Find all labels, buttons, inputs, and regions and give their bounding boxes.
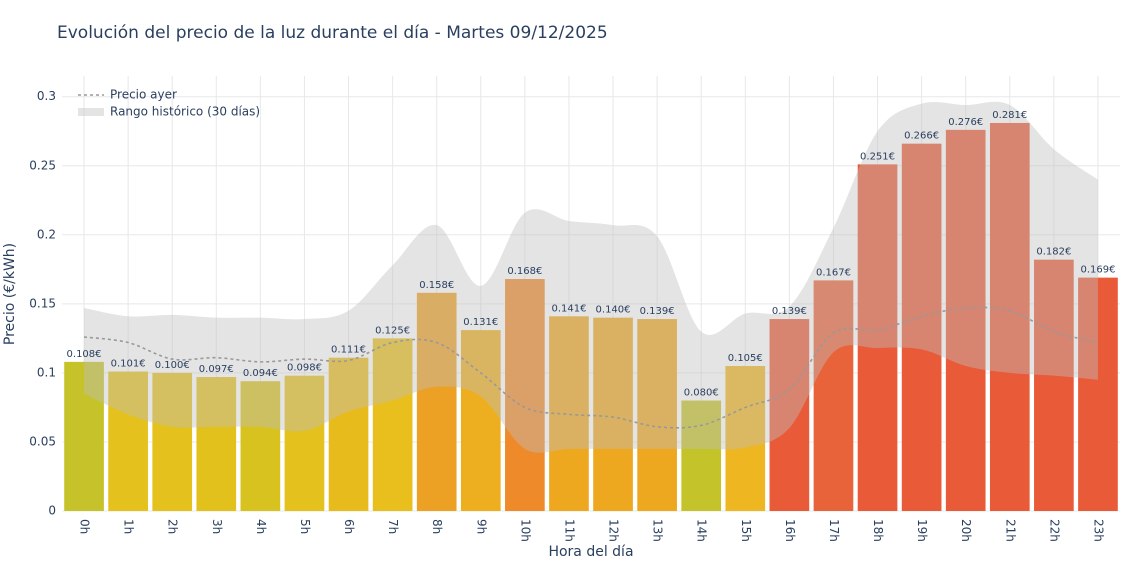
value-label: 0.131€: [463, 317, 498, 328]
bar: [108, 371, 148, 511]
x-tick-label: 9h: [474, 519, 488, 534]
x-tick-label: 3h: [210, 519, 224, 534]
value-label: 0.182€: [1036, 247, 1071, 258]
bar: [1034, 259, 1074, 511]
x-tick-label: 19h: [915, 519, 929, 542]
bar: [196, 377, 237, 511]
bar: [725, 366, 766, 511]
value-label: 0.101€: [111, 359, 146, 370]
value-label: 0.105€: [728, 353, 763, 364]
x-tick-label: 22h: [1047, 519, 1061, 542]
value-label: 0.140€: [596, 305, 631, 316]
legend-label: Precio ayer: [110, 88, 177, 102]
overlays: [83, 101, 1099, 453]
bar: [328, 357, 369, 511]
bar: [945, 129, 986, 511]
range-band: [84, 101, 1098, 453]
bar: [416, 292, 457, 511]
value-label: 0.169€: [1080, 265, 1115, 276]
x-tick-label: 6h: [342, 519, 356, 534]
bar: [593, 317, 633, 511]
value-label: 0.266€: [904, 131, 939, 142]
legend-swatch: [78, 108, 104, 116]
y-axis-title: Precio (€/kWh): [2, 243, 18, 345]
x-tick-label: 15h: [739, 519, 753, 542]
value-label: 0.080€: [684, 388, 719, 399]
x-tick-label: 1h: [122, 519, 136, 534]
x-tick-label: 5h: [298, 519, 312, 534]
x-tick-label: 20h: [959, 519, 973, 542]
y-tick-label: 0.2: [37, 227, 56, 241]
value-label: 0.168€: [507, 266, 542, 277]
value-label: 0.100€: [155, 360, 190, 371]
value-label: 0.094€: [243, 368, 278, 379]
y-tick-label: 0.3: [37, 89, 56, 103]
value-label: 0.281€: [992, 110, 1027, 121]
bar: [769, 319, 810, 511]
value-label: 0.158€: [419, 280, 454, 291]
x-tick-label: 4h: [254, 519, 268, 534]
bars: [64, 122, 1118, 511]
value-label: 0.251€: [860, 151, 895, 162]
bar: [813, 280, 854, 511]
bar: [857, 164, 898, 511]
value-label: 0.108€: [67, 349, 102, 360]
x-axis-title: Hora del día: [548, 544, 633, 560]
y-tick-label: 0.1: [37, 365, 56, 379]
bar: [637, 319, 677, 511]
x-tick-label: 12h: [607, 519, 621, 542]
bar: [460, 330, 501, 511]
value-label: 0.139€: [640, 306, 675, 317]
bar: [901, 143, 942, 511]
legend-label: Rango histórico (30 días): [110, 105, 260, 119]
x-tick-label: 0h: [78, 519, 92, 534]
y-tick-label: 0.15: [29, 296, 56, 310]
bar: [152, 372, 193, 511]
bar: [372, 338, 413, 511]
y-tick-label: 0.25: [29, 158, 56, 172]
y-tick-label: 0.05: [29, 434, 56, 448]
x-tick-label: 2h: [166, 519, 180, 534]
x-tick-label: 16h: [783, 519, 797, 542]
value-label: 0.125€: [375, 325, 410, 336]
bar: [64, 361, 104, 511]
x-tick-label: 11h: [562, 519, 576, 542]
yesterday-line: [83, 306, 1099, 429]
chart-title: Evolución del precio de la luz durante e…: [57, 23, 608, 43]
bar: [284, 375, 325, 511]
value-label: 0.098€: [287, 363, 322, 374]
bar: [549, 316, 589, 511]
x-tick-label: 21h: [1003, 519, 1017, 542]
y-tick-label: 0: [48, 504, 56, 518]
labels: 0 0.05 0.1 0.15 0.2 0.25 0.3 0h 0.108€ 1h 0.101€ 2h…: [29, 88, 1115, 542]
bar: [681, 400, 722, 511]
x-tick-label: 14h: [695, 519, 709, 542]
x-tick-label: 18h: [871, 519, 885, 542]
x-tick-label: 23h: [1091, 519, 1105, 542]
x-tick-label: 17h: [827, 519, 841, 542]
value-label: 0.139€: [772, 306, 807, 317]
bar: [1078, 277, 1118, 511]
value-label: 0.167€: [816, 267, 851, 278]
x-tick-label: 7h: [386, 519, 400, 534]
value-label: 0.276€: [948, 117, 983, 128]
bar: [989, 122, 1030, 511]
x-tick-label: 13h: [651, 519, 665, 542]
value-label: 0.141€: [551, 303, 586, 314]
x-tick-label: 10h: [518, 519, 532, 542]
bar: [505, 279, 545, 511]
bar: [240, 381, 281, 511]
value-label: 0.097€: [199, 364, 234, 375]
value-label: 0.111€: [331, 345, 366, 356]
x-tick-label: 8h: [430, 519, 444, 534]
